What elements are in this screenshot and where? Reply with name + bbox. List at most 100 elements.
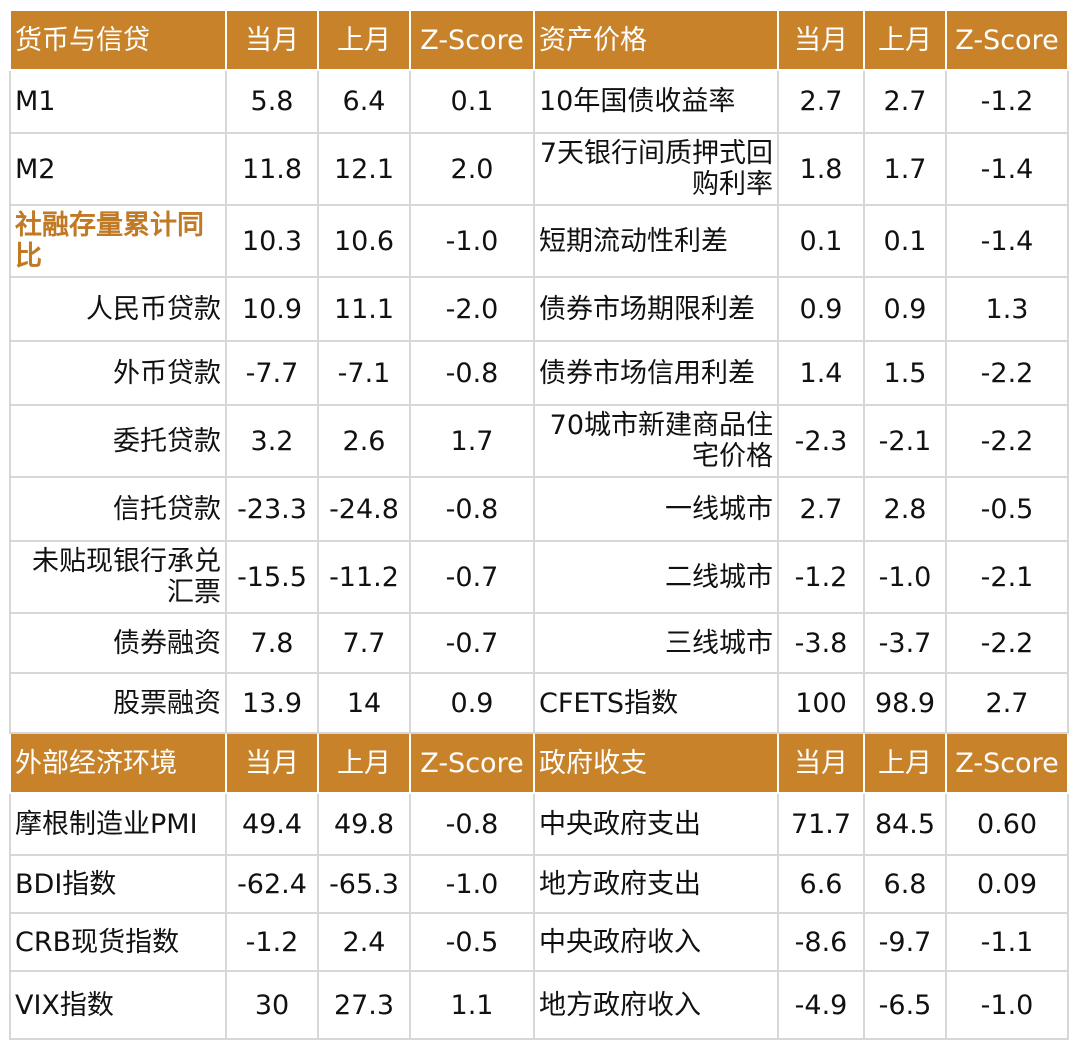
row-label: CRB现货指数 (9, 912, 227, 972)
macro-indicator-table: 货币与信贷 当月 上月 Z-Score 资产价格 当月 上月 Z-Score M… (9, 9, 1069, 1040)
header-cell: 当月 (777, 732, 865, 794)
value-current: 10.3 (225, 204, 319, 278)
value-zscore: -2.2 (945, 404, 1069, 478)
value-zscore: 0.60 (945, 792, 1069, 856)
value-zscore: -1.1 (945, 912, 1069, 972)
table-row: 未贴现银行承兑汇票 -15.5 -11.2 -0.7 二线城市 -1.2 -1.… (9, 540, 1069, 614)
value-current: -7.7 (225, 340, 319, 406)
value-previous: 98.9 (863, 672, 947, 734)
row-label: BDI指数 (9, 854, 227, 914)
row-label: 债券融资 (9, 612, 227, 674)
value-current: 7.8 (225, 612, 319, 674)
row-label: 外币贷款 (9, 340, 227, 406)
row-label: 摩根制造业PMI (9, 792, 227, 856)
value-current: 71.7 (777, 792, 865, 856)
value-zscore: -0.8 (409, 340, 535, 406)
table-row: VIX指数 30 27.3 1.1 地方政府收入 -4.9 -6.5 -1.0 (9, 970, 1069, 1040)
header-cell: Z-Score (409, 9, 535, 71)
value-zscore: -0.7 (409, 540, 535, 614)
value-previous: -3.7 (863, 612, 947, 674)
row-label: M1 (9, 69, 227, 134)
value-current: -1.2 (777, 540, 865, 614)
header-cell: 当月 (225, 732, 319, 794)
value-previous: 2.7 (863, 69, 947, 134)
value-zscore: 1.3 (945, 276, 1069, 342)
value-zscore: -0.5 (409, 912, 535, 972)
table-row: CRB现货指数 -1.2 2.4 -0.5 中央政府收入 -8.6 -9.7 -… (9, 912, 1069, 972)
value-zscore: 2.0 (409, 132, 535, 206)
table-row: M1 5.8 6.4 0.1 10年国债收益率 2.7 2.7 -1.2 (9, 69, 1069, 134)
value-current: -2.3 (777, 404, 865, 478)
value-zscore: -2.2 (945, 340, 1069, 406)
row-label: 委托贷款 (9, 404, 227, 478)
row-label: 一线城市 (533, 476, 779, 542)
value-current: 1.4 (777, 340, 865, 406)
value-current: -4.9 (777, 970, 865, 1040)
row-label: 中央政府收入 (533, 912, 779, 972)
value-current: 100 (777, 672, 865, 734)
value-previous: -7.1 (317, 340, 411, 406)
table-row: BDI指数 -62.4 -65.3 -1.0 地方政府支出 6.6 6.8 0.… (9, 854, 1069, 914)
value-zscore: -1.0 (409, 854, 535, 914)
value-zscore: -2.0 (409, 276, 535, 342)
header-cell: 当月 (225, 9, 319, 71)
value-current: 10.9 (225, 276, 319, 342)
value-zscore: -2.1 (945, 540, 1069, 614)
row-label: 中央政府支出 (533, 792, 779, 856)
value-previous: 0.9 (863, 276, 947, 342)
value-previous: 6.4 (317, 69, 411, 134)
table-row: M2 11.8 12.1 2.0 7天银行间质押式回购利率 1.8 1.7 -1… (9, 132, 1069, 206)
value-previous: -2.1 (863, 404, 947, 478)
row-label: 70城市新建商品住宅价格 (533, 404, 779, 478)
value-current: -62.4 (225, 854, 319, 914)
header-cell: 资产价格 (533, 9, 779, 71)
value-previous: -11.2 (317, 540, 411, 614)
value-previous: -9.7 (863, 912, 947, 972)
value-previous: 7.7 (317, 612, 411, 674)
value-previous: -24.8 (317, 476, 411, 542)
row-label: 10年国债收益率 (533, 69, 779, 134)
header-cell: 上月 (863, 732, 947, 794)
value-current: 0.1 (777, 204, 865, 278)
value-current: -23.3 (225, 476, 319, 542)
header-cell: Z-Score (945, 9, 1069, 71)
value-previous: 14 (317, 672, 411, 734)
row-label: 债券市场信用利差 (533, 340, 779, 406)
header-cell: 当月 (777, 9, 865, 71)
row-label: 信托贷款 (9, 476, 227, 542)
header-cell: 上月 (863, 9, 947, 71)
value-zscore: -2.2 (945, 612, 1069, 674)
header-cell: Z-Score (945, 732, 1069, 794)
value-current: 30 (225, 970, 319, 1040)
value-previous: 2.6 (317, 404, 411, 478)
value-previous: -65.3 (317, 854, 411, 914)
value-zscore: -1.2 (945, 69, 1069, 134)
table-row: 社融存量累计同比 10.3 10.6 -1.0 短期流动性利差 0.1 0.1 … (9, 204, 1069, 278)
header-cell: 上月 (317, 732, 411, 794)
value-previous: 2.4 (317, 912, 411, 972)
value-previous: 10.6 (317, 204, 411, 278)
row-label: 短期流动性利差 (533, 204, 779, 278)
value-previous: 11.1 (317, 276, 411, 342)
value-zscore: 1.1 (409, 970, 535, 1040)
value-current: 1.8 (777, 132, 865, 206)
header-cell: 货币与信贷 (9, 9, 227, 71)
table-row: 委托贷款 3.2 2.6 1.7 70城市新建商品住宅价格 -2.3 -2.1 … (9, 404, 1069, 478)
value-current: 0.9 (777, 276, 865, 342)
value-previous: 84.5 (863, 792, 947, 856)
value-zscore: 0.9 (409, 672, 535, 734)
header-cell: 外部经济环境 (9, 732, 227, 794)
row-label: 二线城市 (533, 540, 779, 614)
value-previous: 6.8 (863, 854, 947, 914)
value-current: 3.2 (225, 404, 319, 478)
value-current: -1.2 (225, 912, 319, 972)
value-previous: 0.1 (863, 204, 947, 278)
header-cell: Z-Score (409, 732, 535, 794)
value-previous: 12.1 (317, 132, 411, 206)
value-previous: 49.8 (317, 792, 411, 856)
row-label: 7天银行间质押式回购利率 (533, 132, 779, 206)
header-cell: 上月 (317, 9, 411, 71)
value-previous: 1.5 (863, 340, 947, 406)
header-row-bottom: 外部经济环境 当月 上月 Z-Score 政府收支 当月 上月 Z-Score (9, 732, 1069, 794)
value-current: -8.6 (777, 912, 865, 972)
